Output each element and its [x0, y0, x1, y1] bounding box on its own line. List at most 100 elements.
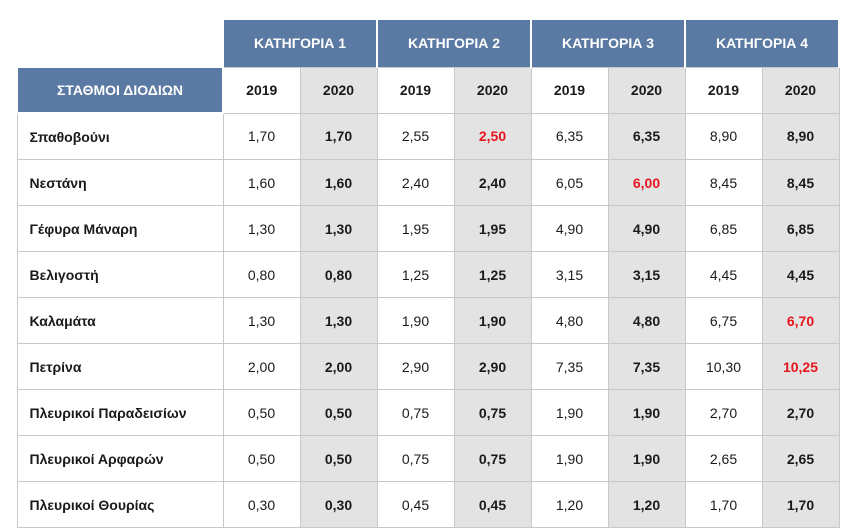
category-4-header: ΚΑΤΗΓΟΡΙΑ 4 — [684, 20, 840, 67]
table-row: Βελιγοστή 0,80 0,80 1,25 1,25 3,15 3,15 4,45 4,4… — [16, 251, 840, 298]
price-2019-cell: 0,50 — [222, 389, 301, 436]
table-row: Γέφυρα Μάναρη 1,30 1,30 1,95 1,95 4,90 4,90 6,8… — [16, 205, 840, 252]
price-2020-cell: 0,50 — [299, 435, 378, 482]
price-2020-cell: 1,30 — [299, 297, 378, 344]
price-2020-cell: 6,35 — [607, 112, 686, 160]
price-2019-cell: 0,50 — [222, 435, 301, 482]
price-2019-cell: 3,15 — [530, 251, 609, 298]
price-2020-cell: 0,75 — [453, 389, 532, 436]
toll-price-table: ΚΑΤΗΓΟΡΙΑ 1 ΚΑΤΗΓΟΡΙΑ 2 ΚΑΤΗΓΟΡΙΑ 3 ΚΑΤΗ… — [16, 20, 840, 528]
table-row: Πλευρικοί Παραδεισίων 0,50 0,50 0,75 0,75 1,9… — [16, 389, 840, 436]
price-2020-cell: 4,45 — [761, 251, 840, 298]
price-2019-cell: 1,70 — [222, 112, 301, 160]
price-2019-cell: 1,20 — [530, 481, 609, 528]
price-2020-cell: 0,75 — [453, 435, 532, 482]
price-2020-cell: 6,85 — [761, 205, 840, 252]
table-row: Νεστάνη 1,60 1,60 2,40 2,40 6,05 6,00 8,45 8,45 — [16, 159, 840, 206]
price-2020-cell: 4,90 — [607, 205, 686, 252]
price-2019-cell: 10,30 — [684, 343, 763, 390]
price-2020-cell: 0,45 — [453, 481, 532, 528]
price-2020-cell: 6,70 — [761, 297, 840, 344]
year-2019-header: 2019 — [530, 66, 609, 114]
price-2019-cell: 6,75 — [684, 297, 763, 344]
price-2019-cell: 0,45 — [376, 481, 455, 528]
category-3-header: ΚΑΤΗΓΟΡΙΑ 3 — [530, 20, 686, 67]
price-2019-cell: 4,45 — [684, 251, 763, 298]
price-2019-cell: 2,40 — [376, 159, 455, 206]
station-column-header: ΣΤΑΘΜΟΙ ΔΙΟΔΙΩΝ — [16, 66, 224, 114]
station-name-cell: Καλαμάτα — [16, 297, 224, 344]
price-2019-cell: 0,75 — [376, 389, 455, 436]
price-2020-cell: 1,95 — [453, 205, 532, 252]
price-2020-cell: 1,30 — [299, 205, 378, 252]
price-2019-cell: 6,85 — [684, 205, 763, 252]
price-2019-cell: 6,05 — [530, 159, 609, 206]
price-2020-cell: 1,60 — [299, 159, 378, 206]
category-1-header: ΚΑΤΗΓΟΡΙΑ 1 — [222, 20, 378, 67]
station-name-cell: Πλευρικοί Θουρίας — [16, 481, 224, 528]
year-2020-header: 2020 — [299, 66, 378, 114]
price-2019-cell: 2,90 — [376, 343, 455, 390]
price-2020-cell: 2,90 — [453, 343, 532, 390]
price-2019-cell: 2,00 — [222, 343, 301, 390]
price-2020-cell: 2,70 — [761, 389, 840, 436]
empty-corner-cell — [17, 20, 223, 67]
year-2020-header: 2020 — [761, 66, 840, 114]
price-2019-cell: 1,70 — [684, 481, 763, 528]
price-2020-cell: 2,40 — [453, 159, 532, 206]
station-name-cell: Πετρίνα — [16, 343, 224, 390]
station-name-cell: Βελιγοστή — [16, 251, 224, 298]
table-row: Σπαθοβούνι 1,70 1,70 2,55 2,50 6,35 6,35 8,90 8,… — [16, 112, 840, 160]
price-2020-cell: 1,70 — [299, 112, 378, 160]
price-2019-cell: 1,90 — [376, 297, 455, 344]
price-2019-cell: 0,80 — [222, 251, 301, 298]
table-body: ΚΑΤΗΓΟΡΙΑ 1 ΚΑΤΗΓΟΡΙΑ 2 ΚΑΤΗΓΟΡΙΑ 3 ΚΑΤΗ… — [16, 20, 840, 528]
year-2020-header: 2020 — [453, 66, 532, 114]
toll-table-container: ΚΑΤΗΓΟΡΙΑ 1 ΚΑΤΗΓΟΡΙΑ 2 ΚΑΤΗΓΟΡΙΑ 3 ΚΑΤΗ… — [16, 20, 840, 528]
price-2019-cell: 1,25 — [376, 251, 455, 298]
station-name-cell: Σπαθοβούνι — [16, 112, 224, 160]
table-row: Πλευρικοί Θουρίας 0,30 0,30 0,45 0,45 1,20 1,2… — [16, 481, 840, 528]
price-2019-cell: 1,30 — [222, 205, 301, 252]
price-2020-cell: 0,80 — [299, 251, 378, 298]
price-2019-cell: 8,90 — [684, 112, 763, 160]
year-2019-header: 2019 — [222, 66, 301, 114]
price-2020-cell: 2,00 — [299, 343, 378, 390]
price-2020-cell: 1,90 — [607, 435, 686, 482]
price-2019-cell: 6,35 — [530, 112, 609, 160]
price-2019-cell: 1,30 — [222, 297, 301, 344]
price-2020-cell: 8,90 — [761, 112, 840, 160]
price-2019-cell: 2,65 — [684, 435, 763, 482]
year-header-row: ΣΤΑΘΜΟΙ ΔΙΟΔΙΩΝ 2019 2020 2019 2020 2019… — [16, 66, 840, 114]
price-2020-cell: 6,00 — [607, 159, 686, 206]
year-2019-header: 2019 — [684, 66, 763, 114]
category-2-header: ΚΑΤΗΓΟΡΙΑ 2 — [376, 20, 532, 67]
price-2019-cell: 0,30 — [222, 481, 301, 528]
table-row: Καλαμάτα 1,30 1,30 1,90 1,90 4,80 4,80 6,75 6,70 — [16, 297, 840, 344]
price-2019-cell: 4,90 — [530, 205, 609, 252]
price-2020-cell: 1,90 — [453, 297, 532, 344]
price-2019-cell: 4,80 — [530, 297, 609, 344]
price-2019-cell: 2,55 — [376, 112, 455, 160]
station-name-cell: Πλευρικοί Αρφαρών — [16, 435, 224, 482]
price-2019-cell: 0,75 — [376, 435, 455, 482]
table-row: Πετρίνα 2,00 2,00 2,90 2,90 7,35 7,35 10,30 10,2… — [16, 343, 840, 390]
price-2020-cell: 1,70 — [761, 481, 840, 528]
year-2019-header: 2019 — [376, 66, 455, 114]
price-2020-cell: 2,50 — [453, 112, 532, 160]
price-2020-cell: 4,80 — [607, 297, 686, 344]
category-header-row: ΚΑΤΗΓΟΡΙΑ 1 ΚΑΤΗΓΟΡΙΑ 2 ΚΑΤΗΓΟΡΙΑ 3 ΚΑΤΗ… — [17, 20, 840, 67]
price-2019-cell: 1,60 — [222, 159, 301, 206]
price-2020-cell: 1,20 — [607, 481, 686, 528]
price-2019-cell: 8,45 — [684, 159, 763, 206]
table-row: Πλευρικοί Αρφαρών 0,50 0,50 0,75 0,75 1,90 1,9… — [16, 435, 840, 482]
price-2019-cell: 7,35 — [530, 343, 609, 390]
year-2020-header: 2020 — [607, 66, 686, 114]
price-2020-cell: 1,25 — [453, 251, 532, 298]
price-2020-cell: 3,15 — [607, 251, 686, 298]
price-2019-cell: 1,95 — [376, 205, 455, 252]
station-name-cell: Νεστάνη — [16, 159, 224, 206]
price-2019-cell: 2,70 — [684, 389, 763, 436]
station-name-cell: Πλευρικοί Παραδεισίων — [16, 389, 224, 436]
price-2020-cell: 1,90 — [607, 389, 686, 436]
